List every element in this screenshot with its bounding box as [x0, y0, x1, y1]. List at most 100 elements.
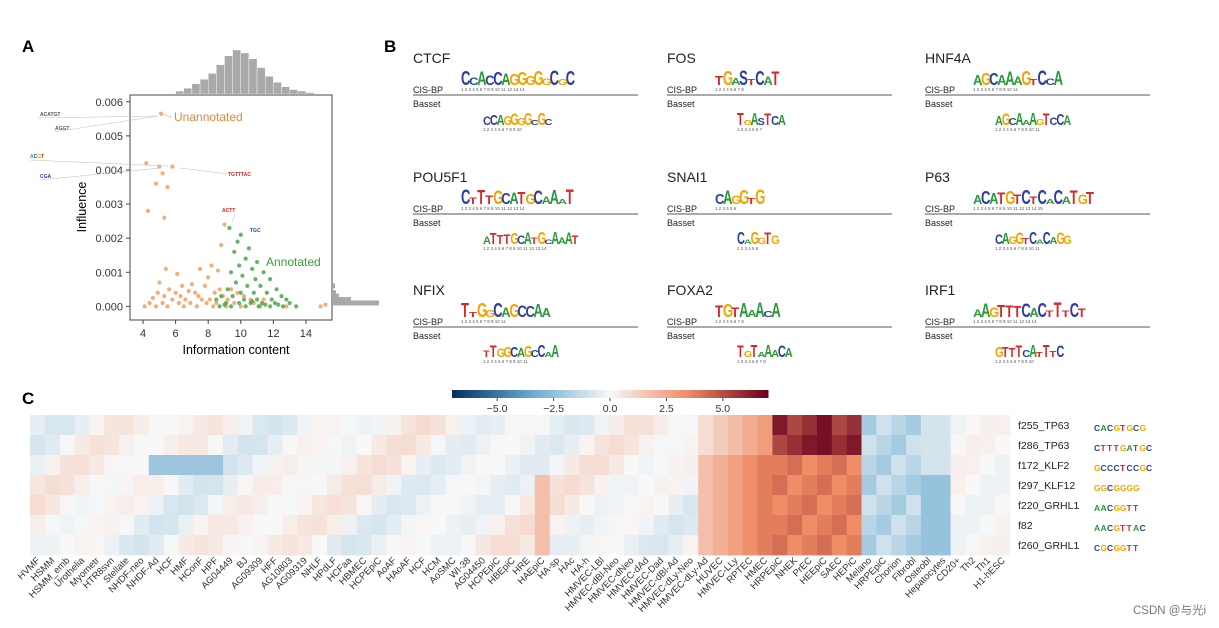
colorbar-segment [637, 390, 643, 398]
hist-top-bar [224, 55, 233, 95]
heatmap-cell [223, 535, 239, 556]
heatmap-cell [831, 415, 848, 436]
annotated-point [237, 300, 242, 306]
heatmap-cell [787, 455, 803, 476]
logo-letter: C [493, 299, 502, 321]
heatmap-cell [223, 455, 239, 476]
row-logo-letter: T [1127, 503, 1133, 513]
logo-letter: C [538, 343, 546, 362]
heatmap-cell [698, 455, 714, 476]
heatmap-cell [906, 455, 922, 476]
source-label-basset: Basset [925, 99, 953, 109]
logo-letter: C [510, 344, 518, 361]
heatmap-cell [564, 535, 580, 556]
heatmap-cell [831, 535, 848, 556]
heatmap-cell [119, 495, 135, 516]
heatmap-cell [104, 515, 120, 536]
heatmap [30, 415, 1011, 556]
x-tick-label: 14 [300, 328, 312, 340]
heatmap-cell [30, 435, 46, 456]
heatmap-cell [534, 475, 551, 496]
logo-letter: A [1036, 238, 1044, 245]
colorbar-segment [487, 390, 492, 398]
unannotated-point [217, 287, 222, 292]
unannotated-point [318, 304, 323, 309]
row-logo-letter: G [1114, 503, 1121, 513]
colorbar-segment [736, 390, 741, 398]
heatmap-cell [846, 515, 862, 536]
logo-positions: 1 2 3 4 5 6 7 8 9 10 11 [995, 246, 1040, 251]
heatmap-cell [371, 495, 387, 516]
row-logo-letter: A [1133, 523, 1139, 533]
row-logo-letter: C [1133, 423, 1139, 433]
heatmap-cell [416, 435, 432, 456]
heatmap-cell [119, 435, 135, 456]
unannotated-point [153, 181, 159, 186]
unannotated-point [157, 280, 162, 285]
colorbar-segment [669, 390, 674, 398]
logo-letter: T [1050, 350, 1057, 359]
logo-letter: A [744, 238, 753, 245]
motif-name: CTCF [413, 50, 450, 66]
x-tick-label: 6 [173, 328, 179, 340]
logo-letter: A [1015, 111, 1023, 130]
heatmap-cell [920, 455, 937, 476]
heatmap-cell [475, 455, 491, 476]
unannotated-point [170, 164, 175, 169]
unannotated-point [189, 282, 195, 287]
logo-letter: G [524, 343, 533, 361]
heatmap-cell [178, 475, 194, 496]
heatmap-cell [59, 475, 75, 496]
heatmap-cell [876, 435, 892, 456]
unannotated-point [199, 297, 204, 302]
colorbar-segment [570, 390, 575, 398]
annotated-point [227, 225, 232, 231]
heatmap-cell [935, 455, 952, 476]
heatmap-cell [579, 535, 595, 556]
heatmap-cell [356, 535, 372, 556]
heatmap-cell [416, 515, 432, 536]
logo-letter: T [1029, 78, 1037, 87]
heatmap-cell [59, 455, 75, 476]
heatmap-cell [802, 415, 818, 436]
colorbar-segment [692, 390, 698, 398]
heatmap-cell [386, 495, 402, 516]
panel-a-xlabel: Information content [182, 343, 290, 357]
heatmap-cell [995, 415, 1011, 436]
logo-letter: G [538, 230, 547, 249]
colorbar-segment [696, 390, 702, 398]
heatmap-cell [371, 415, 387, 436]
heatmap-cell [326, 435, 343, 456]
logo-positions: 1 2 3 4 5 6 7 8 9 10 11 [483, 359, 528, 364]
unannotated-point [219, 242, 224, 248]
colorbar-segment [515, 390, 520, 398]
logo-letter: A [751, 111, 759, 130]
logo-letter: T [497, 232, 504, 247]
row-logo-letter: G [1120, 503, 1127, 513]
mini-logo-6: ACTT [222, 208, 235, 223]
source-label-basset: Basset [413, 331, 441, 341]
heatmap-cell [237, 475, 254, 496]
unannotated-point [162, 215, 167, 220]
heatmap-cell [133, 455, 150, 476]
heatmap-cell [386, 415, 402, 436]
hist-top-bar [183, 87, 193, 95]
heatmap-cell [297, 455, 313, 476]
source-label-cisbp: CIS-BP [413, 317, 443, 327]
heatmap-cell [668, 535, 684, 556]
hist-right-bar [333, 283, 335, 289]
heatmap-cell [104, 495, 120, 516]
colorbar-segment [740, 390, 745, 398]
heatmap-cell [995, 475, 1011, 496]
heatmap-cell [802, 435, 818, 456]
logo-letter: A [723, 188, 732, 209]
colorbar-segment [578, 390, 583, 398]
unannotated-point [165, 304, 170, 309]
source-label-cisbp: CIS-BP [667, 85, 697, 95]
heatmap-cell [30, 455, 46, 476]
heatmap-cell [653, 435, 669, 456]
row-logo-letter: C [1107, 483, 1113, 493]
logo-letter: A [997, 71, 1006, 88]
